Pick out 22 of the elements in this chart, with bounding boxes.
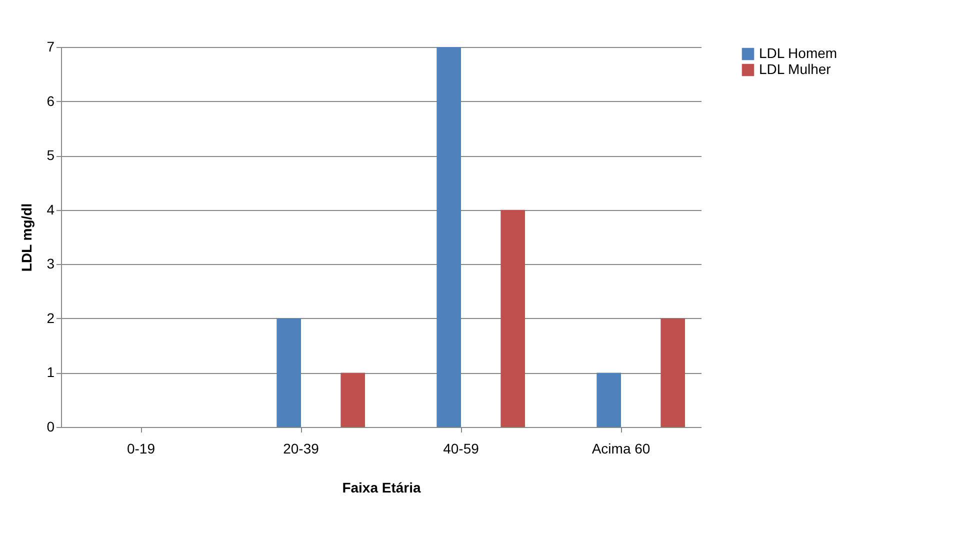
y-tick-label: 6	[46, 92, 55, 109]
legend-label: LDL Mulher	[759, 61, 832, 77]
x-tick-label: 40-59	[443, 440, 480, 456]
x-tick-label: 20-39	[283, 440, 320, 456]
bar	[596, 372, 621, 427]
x-axis-title: Faixa Etária	[342, 480, 422, 496]
y-tick-label: 3	[46, 256, 55, 272]
y-tick-label: 0	[46, 418, 55, 434]
y-tick-label: 5	[46, 147, 55, 164]
bar	[500, 210, 525, 427]
y-tick-label: 4	[46, 201, 55, 218]
y-tick-label: 7	[46, 38, 55, 54]
x-tick-label: 0-19	[126, 440, 156, 456]
legend-label: LDL Homem	[759, 45, 838, 61]
bar	[660, 318, 685, 427]
bar	[436, 47, 461, 427]
y-axis-title: LDL mg/dl	[18, 203, 35, 272]
bar	[276, 318, 301, 427]
bar	[340, 372, 365, 427]
y-tick-label: 2	[46, 310, 55, 326]
y-tick-label: 1	[46, 364, 55, 380]
x-tick-label: Acima 60	[592, 440, 650, 456]
